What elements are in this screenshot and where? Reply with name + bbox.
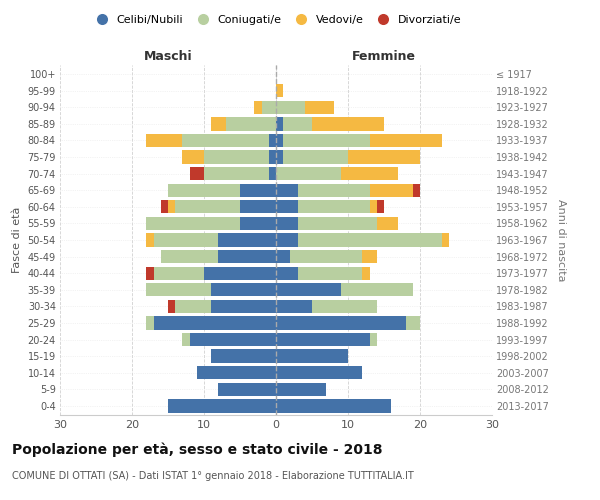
- Bar: [190, 333, 276, 346]
- Bar: [175, 300, 211, 313]
- Bar: [276, 167, 341, 180]
- Bar: [370, 134, 442, 147]
- Bar: [377, 200, 384, 213]
- Y-axis label: Anni di nascita: Anni di nascita: [556, 198, 566, 281]
- Bar: [276, 184, 298, 197]
- Bar: [276, 150, 283, 164]
- Bar: [146, 234, 154, 246]
- Bar: [146, 316, 154, 330]
- Bar: [276, 366, 362, 380]
- Bar: [168, 184, 240, 197]
- Bar: [298, 234, 442, 246]
- Bar: [218, 382, 276, 396]
- Bar: [197, 366, 276, 380]
- Bar: [211, 118, 226, 130]
- Bar: [240, 184, 276, 197]
- Bar: [154, 316, 276, 330]
- Bar: [377, 217, 398, 230]
- Bar: [298, 217, 377, 230]
- Bar: [276, 316, 406, 330]
- Bar: [240, 217, 276, 230]
- Bar: [146, 283, 211, 296]
- Bar: [161, 250, 218, 263]
- Bar: [283, 150, 348, 164]
- Bar: [276, 234, 298, 246]
- Text: Popolazione per età, sesso e stato civile - 2018: Popolazione per età, sesso e stato civil…: [12, 442, 383, 457]
- Bar: [276, 382, 326, 396]
- Bar: [204, 167, 269, 180]
- Bar: [182, 333, 190, 346]
- Bar: [341, 167, 398, 180]
- Bar: [362, 250, 377, 263]
- Legend: Celibi/Nubili, Coniugati/e, Vedovi/e, Divorziati/e: Celibi/Nubili, Coniugati/e, Vedovi/e, Di…: [86, 10, 466, 29]
- Bar: [146, 266, 154, 280]
- Bar: [254, 100, 262, 114]
- Bar: [168, 300, 175, 313]
- Bar: [269, 167, 276, 180]
- Bar: [218, 250, 276, 263]
- Bar: [276, 217, 298, 230]
- Bar: [182, 150, 204, 164]
- Bar: [226, 118, 276, 130]
- Bar: [370, 200, 377, 213]
- Bar: [190, 167, 204, 180]
- Bar: [240, 200, 276, 213]
- Bar: [370, 333, 377, 346]
- Bar: [175, 200, 240, 213]
- Bar: [154, 234, 218, 246]
- Bar: [370, 184, 413, 197]
- Bar: [146, 134, 182, 147]
- Bar: [211, 283, 276, 296]
- Bar: [168, 399, 276, 412]
- Bar: [269, 150, 276, 164]
- Bar: [276, 350, 348, 362]
- Bar: [312, 300, 377, 313]
- Bar: [341, 283, 413, 296]
- Bar: [161, 200, 168, 213]
- Bar: [204, 150, 269, 164]
- Text: Maschi: Maschi: [143, 50, 193, 64]
- Bar: [182, 134, 269, 147]
- Bar: [276, 266, 298, 280]
- Bar: [276, 200, 298, 213]
- Bar: [406, 316, 420, 330]
- Bar: [362, 266, 370, 280]
- Bar: [298, 266, 362, 280]
- Bar: [276, 283, 341, 296]
- Bar: [276, 300, 312, 313]
- Bar: [312, 118, 384, 130]
- Bar: [269, 134, 276, 147]
- Text: Femmine: Femmine: [352, 50, 416, 64]
- Bar: [154, 266, 204, 280]
- Bar: [211, 350, 276, 362]
- Bar: [442, 234, 449, 246]
- Bar: [211, 300, 276, 313]
- Bar: [168, 200, 175, 213]
- Bar: [276, 134, 283, 147]
- Bar: [298, 184, 370, 197]
- Bar: [276, 333, 370, 346]
- Bar: [290, 250, 362, 263]
- Bar: [262, 100, 276, 114]
- Bar: [276, 100, 305, 114]
- Bar: [276, 118, 283, 130]
- Bar: [283, 134, 370, 147]
- Bar: [298, 200, 370, 213]
- Bar: [276, 399, 391, 412]
- Bar: [146, 217, 240, 230]
- Bar: [276, 84, 283, 98]
- Bar: [218, 234, 276, 246]
- Bar: [348, 150, 420, 164]
- Bar: [305, 100, 334, 114]
- Bar: [276, 250, 290, 263]
- Bar: [283, 118, 312, 130]
- Text: COMUNE DI OTTATI (SA) - Dati ISTAT 1° gennaio 2018 - Elaborazione TUTTITALIA.IT: COMUNE DI OTTATI (SA) - Dati ISTAT 1° ge…: [12, 471, 414, 481]
- Y-axis label: Fasce di età: Fasce di età: [12, 207, 22, 273]
- Bar: [204, 266, 276, 280]
- Bar: [413, 184, 420, 197]
